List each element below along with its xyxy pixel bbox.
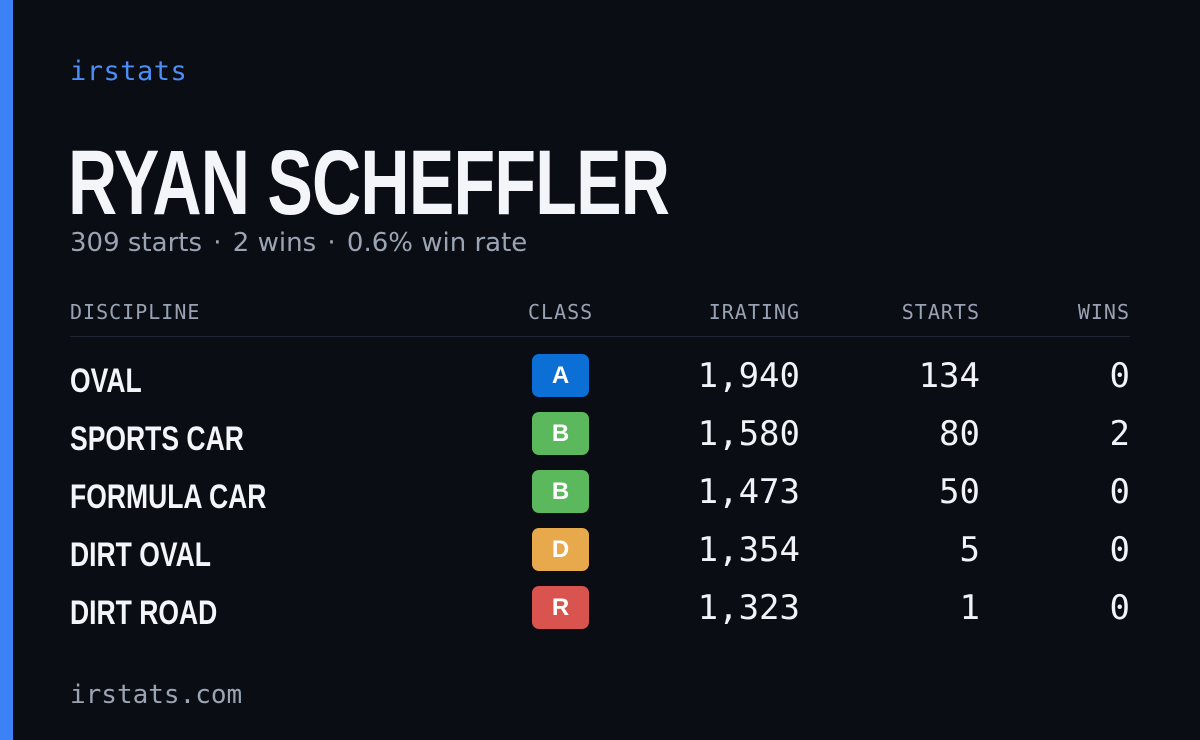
class-badge: A — [532, 354, 589, 397]
header-class: CLASS — [528, 300, 594, 324]
class-badge: B — [532, 412, 589, 455]
header-discipline: DISCIPLINE — [70, 300, 201, 324]
irating-value: 1,473 — [697, 472, 800, 512]
discipline-name: DIRT ROAD — [70, 594, 218, 632]
table-header: DISCIPLINE CLASS IRATING STARTS WINS — [70, 300, 1130, 337]
driver-name: RYAN SCHEFFLER — [68, 132, 670, 234]
irating-value: 1,580 — [697, 414, 800, 454]
wins-summary: 2 wins — [232, 228, 317, 258]
starts-value: 5 — [959, 530, 980, 570]
wins-value: 0 — [1109, 588, 1130, 628]
summary-separator: · — [213, 228, 222, 258]
header-starts: STARTS — [901, 300, 980, 324]
footer-url: irstats.com — [70, 680, 243, 710]
wins-value: 0 — [1109, 530, 1130, 570]
discipline-name: FORMULA CAR — [70, 478, 267, 516]
wins-value: 0 — [1109, 472, 1130, 512]
irating-value: 1,323 — [697, 588, 800, 628]
starts-summary: 309 starts — [70, 228, 202, 258]
starts-value: 50 — [939, 472, 980, 512]
starts-value: 80 — [939, 414, 980, 454]
table-row: DIRT ROAD R 1,323 1 0 — [70, 586, 1130, 644]
win-rate-summary: 0.6% win rate — [346, 228, 528, 258]
driver-summary: 309 starts · 2 wins · 0.6% win rate — [70, 228, 527, 258]
discipline-name: SPORTS CAR — [70, 420, 244, 458]
table-row: DIRT OVAL D 1,354 5 0 — [70, 528, 1130, 586]
starts-value: 134 — [918, 356, 980, 396]
table-row: SPORTS CAR B 1,580 80 2 — [70, 412, 1130, 470]
summary-separator: · — [327, 228, 336, 258]
starts-value: 1 — [959, 588, 980, 628]
discipline-name: DIRT OVAL — [70, 536, 211, 574]
table-row: FORMULA CAR B 1,473 50 0 — [70, 470, 1130, 528]
irating-value: 1,940 — [697, 356, 800, 396]
table-row: OVAL A 1,940 134 0 — [70, 354, 1130, 412]
header-irating: IRATING — [708, 300, 800, 324]
wins-value: 0 — [1109, 356, 1130, 396]
brand-logo-text: irstats — [70, 56, 188, 87]
discipline-name: OVAL — [70, 362, 142, 400]
accent-bar — [0, 0, 13, 740]
wins-value: 2 — [1109, 414, 1130, 454]
irating-value: 1,354 — [697, 530, 800, 570]
class-badge: B — [532, 470, 589, 513]
class-badge: D — [532, 528, 589, 571]
header-wins: WINS — [1077, 300, 1130, 324]
class-badge: R — [532, 586, 589, 629]
